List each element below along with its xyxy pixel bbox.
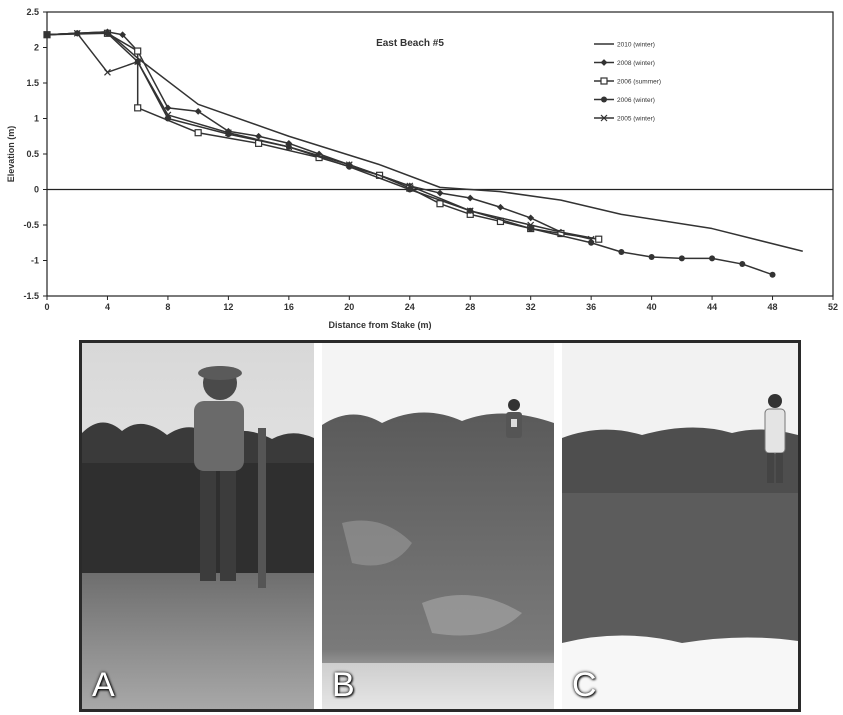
series-point-2 — [595, 235, 603, 243]
y-tick-label: 1.5 — [26, 78, 39, 88]
series-point-3 — [104, 30, 111, 37]
photo-b-image — [322, 343, 554, 709]
series-point-1 — [164, 104, 172, 112]
x-tick-label: 44 — [707, 302, 717, 312]
legend-entry-0: 2010 (winter) — [617, 41, 655, 48]
series-point-1 — [466, 194, 474, 202]
x-tick-label: 48 — [768, 302, 778, 312]
x-tick-label: 28 — [465, 302, 475, 312]
x-tick-label: 24 — [405, 302, 415, 312]
legend-entry-3: 2006 (winter) — [617, 97, 655, 104]
photo-c-label: C — [572, 666, 597, 704]
y-tick-label: 0.5 — [26, 149, 39, 159]
series-point-4 — [224, 129, 232, 137]
y-tick-label: 2 — [34, 43, 39, 53]
y-tick-label: -1.5 — [23, 291, 39, 301]
photo-c: C — [562, 343, 798, 709]
legend-marker-4 — [600, 114, 608, 122]
y-tick-label: -1 — [31, 256, 39, 266]
photo-a-label: A — [92, 666, 115, 704]
series-point-4 — [134, 58, 142, 66]
photo-b-label: B — [332, 666, 355, 704]
series-point-1 — [527, 214, 535, 222]
series-point-3 — [648, 253, 655, 260]
series-point-4 — [285, 143, 293, 151]
series-point-2 — [194, 129, 202, 137]
x-tick-label: 0 — [44, 302, 49, 312]
y-tick-label: 1 — [34, 114, 39, 124]
chart-title: East Beach #5 — [376, 38, 444, 49]
plot-area — [46, 11, 834, 297]
series-point-4 — [104, 68, 111, 76]
x-tick-label: 12 — [223, 302, 233, 312]
series-point-4 — [164, 111, 172, 119]
series-point-1 — [436, 189, 444, 197]
legend-entry-1: 2008 (winter) — [617, 60, 655, 67]
legend-entry-4: 2005 (winter) — [617, 115, 655, 122]
legend-marker-1 — [600, 59, 608, 66]
series-line-3 — [46, 32, 773, 276]
series-point-1 — [497, 203, 504, 211]
x-tick-label: 20 — [344, 302, 354, 312]
series-line-4 — [46, 32, 592, 240]
series-point-4 — [466, 207, 474, 215]
photo-a-image — [82, 343, 314, 709]
photo-a: A — [82, 343, 314, 709]
x-tick-label: 16 — [284, 302, 294, 312]
series-point-4 — [43, 31, 51, 39]
series-point-4 — [345, 161, 353, 169]
y-tick-label: -0.5 — [23, 220, 39, 230]
y-tick-label: 0 — [34, 185, 39, 195]
series-point-2 — [134, 104, 142, 112]
series-point-4 — [527, 221, 535, 229]
legend-marker-3 — [601, 96, 607, 103]
x-axis-title: Distance from Stake (m) — [328, 320, 431, 330]
series-point-2 — [134, 47, 142, 55]
photo-c-image — [562, 343, 798, 709]
legend-marker-2 — [600, 77, 608, 85]
x-tick-label: 8 — [165, 302, 170, 312]
x-tick-label: 36 — [586, 302, 596, 312]
series-point-1 — [255, 132, 263, 140]
series-point-4 — [587, 235, 595, 243]
x-tick-label: 32 — [526, 302, 536, 312]
series-point-3 — [769, 271, 776, 278]
photo-b: B — [322, 343, 554, 709]
legend-entry-2: 2006 (summer) — [617, 78, 661, 85]
y-tick-label: 2.5 — [26, 7, 39, 17]
series-point-1 — [119, 31, 126, 39]
y-axis-title: Elevation (m) — [6, 126, 16, 183]
x-tick-label: 4 — [105, 302, 110, 312]
x-tick-label: 40 — [647, 302, 657, 312]
series-point-3 — [739, 261, 746, 268]
series-point-1 — [194, 108, 202, 115]
series-point-4 — [73, 29, 81, 37]
series-point-3 — [709, 255, 716, 262]
photo-panel-frame: A B C — [79, 340, 801, 712]
x-tick-label: 52 — [828, 302, 838, 312]
series-point-4 — [406, 182, 414, 190]
series-line-1 — [46, 31, 599, 240]
series-point-3 — [678, 255, 685, 262]
beach-profile-chart: 0 4 8 12 16 20 24 28 32 36 40 44 48 522.521.510.50-0.… — [6, 7, 838, 330]
series-point-3 — [618, 248, 625, 255]
